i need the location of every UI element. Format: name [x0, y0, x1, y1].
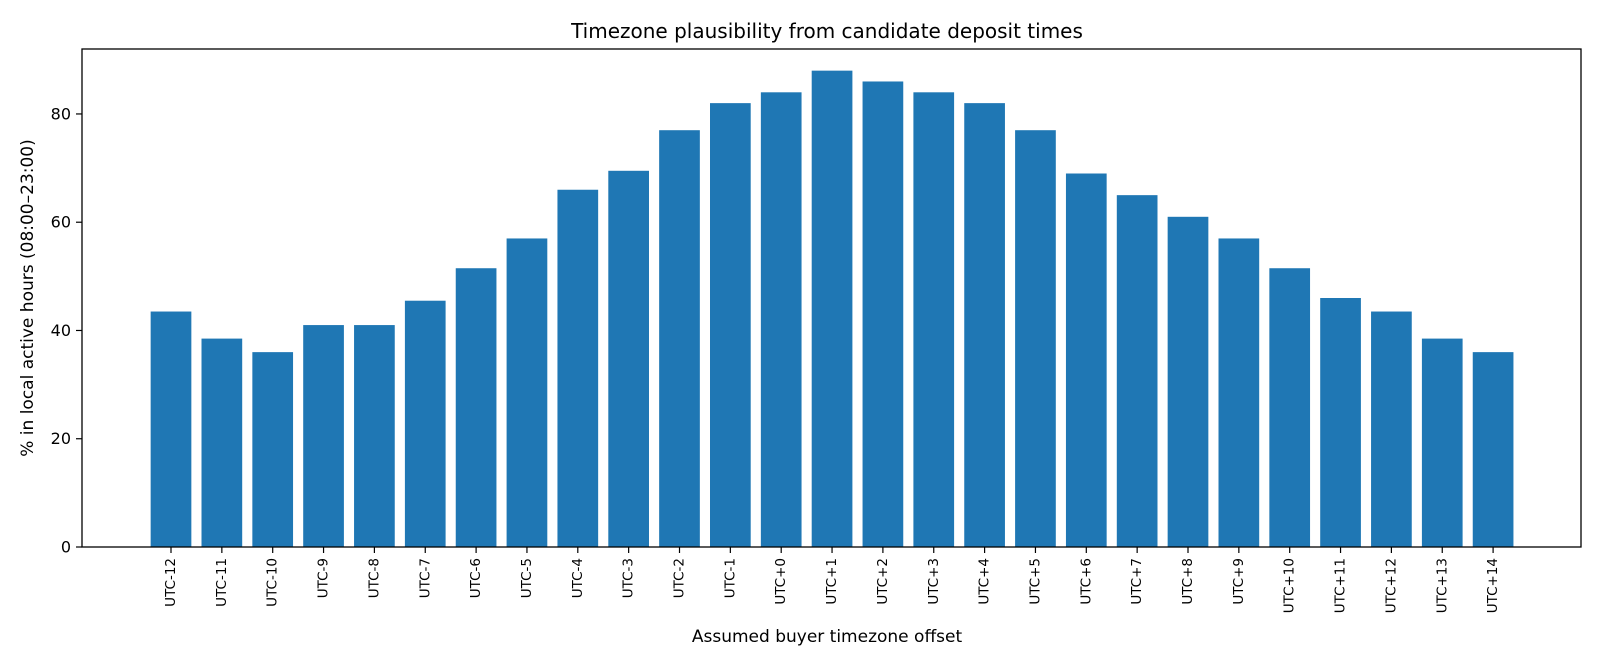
- x-tick-label: UTC+2: [875, 558, 891, 605]
- y-tick-label: 20: [51, 429, 71, 448]
- x-tick-label: UTC-10: [265, 558, 281, 607]
- bar-utcminus7: [404, 300, 446, 547]
- bar-utcminus5: [506, 238, 548, 547]
- plot-frame: [81, 48, 1582, 548]
- x-tick-label: UTC-8: [366, 558, 382, 598]
- bar-utcplus0: [760, 92, 802, 548]
- x-tick-label: UTC+4: [977, 558, 993, 605]
- y-tick-label: 40: [51, 321, 71, 340]
- x-tick-label: UTC-4: [570, 558, 586, 598]
- bar-utcminus4: [557, 189, 599, 548]
- x-tick-label: UTC+1: [824, 558, 840, 605]
- bar-utcplus7: [1116, 195, 1158, 547]
- bar-utcplus9: [1218, 238, 1260, 547]
- bar-utcminus6: [455, 268, 497, 547]
- y-tick-label: 0: [61, 538, 71, 557]
- bar-utcminus8: [354, 325, 395, 547]
- bar-utcplus4: [964, 103, 1005, 547]
- y-tick-label: 80: [51, 104, 71, 123]
- bar-utcplus11: [1320, 298, 1361, 547]
- x-axis: UTC-12 UTC-11 UTC-10 UTC-9 UTC-8 UTC-7 UTC-6 UT…: [163, 547, 1501, 613]
- x-tick-label: UTC-1: [722, 558, 738, 598]
- x-tick-label: UTC+13: [1434, 558, 1450, 613]
- bar-utcplus14: [1472, 352, 1514, 547]
- bar-utcminus2: [659, 130, 700, 547]
- bar-utcplus8: [1167, 216, 1209, 548]
- y-tick-label: 60: [51, 213, 71, 232]
- bar-utcplus13: [1421, 338, 1463, 547]
- bars-group: [150, 70, 1514, 548]
- x-tick-label: UTC+3: [926, 558, 942, 605]
- x-tick-label: UTC+12: [1383, 558, 1399, 613]
- x-tick-label: UTC+11: [1333, 558, 1349, 613]
- x-tick-label: UTC-2: [672, 558, 688, 598]
- chart-title: Timezone plausibility from candidate dep…: [570, 19, 1083, 43]
- x-tick-label: UTC-6: [468, 558, 484, 598]
- bar-utcplus12: [1371, 311, 1412, 547]
- y-axis: 0 20 40 60 80: [51, 104, 82, 557]
- bar-utcminus9: [303, 325, 344, 547]
- x-tick-label: UTC+7: [1129, 558, 1145, 605]
- x-tick-label: UTC-3: [621, 558, 637, 598]
- y-axis-label: % in local active hours (08:00–23:00): [18, 139, 38, 457]
- bar-utcminus11: [201, 338, 243, 547]
- x-axis-label: Assumed buyer timezone offset: [692, 627, 963, 647]
- x-tick-label: UTC-11: [214, 558, 230, 607]
- x-tick-label: UTC+8: [1180, 558, 1196, 605]
- x-tick-label: UTC+14: [1485, 558, 1501, 613]
- bar-utcminus10: [252, 352, 294, 547]
- bar-utcplus5: [1015, 130, 1056, 547]
- bar-utcplus3: [913, 92, 955, 548]
- x-tick-label: UTC+6: [1078, 558, 1094, 605]
- bar-utcplus10: [1269, 268, 1311, 547]
- x-tick-label: UTC-9: [316, 558, 332, 598]
- x-tick-label: UTC+10: [1282, 558, 1298, 613]
- bar-utcplus6: [1065, 173, 1107, 547]
- bar-utcminus12: [150, 311, 192, 547]
- x-tick-label: UTC-7: [417, 558, 433, 598]
- bar-utcminus1: [710, 103, 751, 547]
- bar-utcminus3: [608, 170, 649, 548]
- x-tick-label: UTC-5: [519, 558, 535, 598]
- x-tick-label: UTC+9: [1231, 558, 1247, 605]
- x-tick-label: UTC-12: [163, 558, 179, 607]
- x-tick-label: UTC+5: [1027, 558, 1043, 605]
- bar-utcplus1: [811, 70, 853, 548]
- x-tick-label: UTC+0: [773, 558, 789, 605]
- bar-utcplus2: [862, 81, 904, 547]
